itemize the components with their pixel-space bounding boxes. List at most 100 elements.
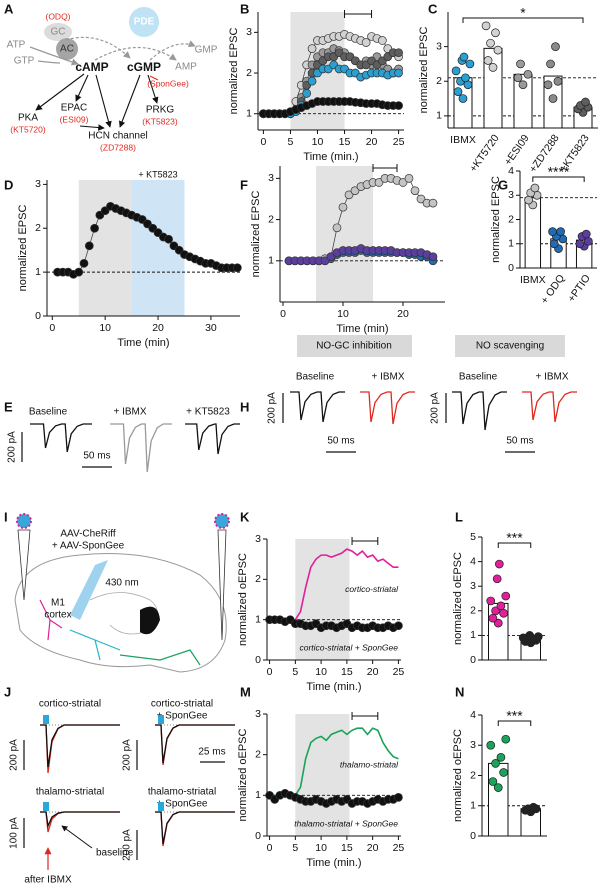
panel-letter: L bbox=[455, 509, 463, 524]
data-point bbox=[492, 574, 502, 584]
data-point bbox=[361, 38, 371, 47]
y-tick-label: 3 bbox=[508, 189, 514, 201]
data-point bbox=[307, 44, 317, 53]
data-point bbox=[548, 227, 557, 236]
data-point bbox=[374, 178, 384, 187]
data-point bbox=[581, 97, 590, 107]
x-tick-label: 10 bbox=[315, 842, 327, 854]
scale-label: 200 pA bbox=[9, 739, 20, 771]
inhibitor-label: (SponGee) bbox=[147, 78, 189, 88]
condition-title: NO scavenging bbox=[476, 341, 544, 352]
x-axis-label: Time (min.) bbox=[303, 151, 358, 163]
arrow bbox=[147, 74, 159, 104]
y-tick-label: 1 bbox=[436, 110, 442, 122]
x-tick-label: 30 bbox=[205, 322, 217, 334]
y-tick-label: 3 bbox=[246, 26, 252, 38]
traces-e: Baseline + IBMX + KT5823 200 pA 50 ms bbox=[7, 407, 240, 473]
data-point bbox=[533, 632, 543, 641]
y-tick-label: 3 bbox=[35, 178, 41, 190]
significance-bracket bbox=[532, 176, 585, 182]
panel-letter: M bbox=[240, 684, 251, 699]
x-tick-label: 15 bbox=[339, 136, 351, 148]
trace bbox=[40, 811, 120, 829]
signaling-diagram: (ODQ) GC PDE ATP GTP AC cAMP cGMP GMP AM… bbox=[7, 7, 218, 152]
arrow bbox=[118, 74, 141, 128]
panel-letter: B bbox=[240, 1, 249, 16]
x-tick-label: 25 bbox=[393, 666, 405, 678]
data-point bbox=[394, 48, 403, 58]
inhibitor-label: (ODQ) bbox=[45, 11, 70, 21]
stimulus-shading bbox=[295, 539, 350, 660]
data-point bbox=[546, 59, 555, 69]
y-axis-label: normalized oEPSC bbox=[452, 552, 464, 645]
y-tick-label: 4 bbox=[508, 165, 514, 177]
condition-label: + IBMX bbox=[113, 407, 146, 418]
inhibit bbox=[149, 75, 159, 81]
data-point bbox=[428, 252, 438, 262]
light-label: 430 nm bbox=[105, 578, 138, 589]
inhibitor-label: (ZD7288) bbox=[100, 142, 136, 152]
scale-label: 200 pA bbox=[430, 392, 441, 424]
data-point bbox=[523, 69, 533, 79]
data-point bbox=[481, 21, 491, 31]
condition-label: Baseline bbox=[296, 372, 335, 383]
data-point bbox=[326, 252, 336, 262]
y-tick-label: 0 bbox=[508, 262, 514, 274]
gc-shape bbox=[44, 23, 72, 41]
x-tick-label: IBMX bbox=[520, 274, 546, 286]
neuron bbox=[39, 599, 63, 641]
data-point bbox=[459, 52, 469, 62]
x-tick-label: 0 bbox=[267, 842, 273, 854]
x-tick-label: 0 bbox=[49, 322, 55, 334]
analysis-bracket bbox=[372, 164, 398, 172]
data-point bbox=[494, 559, 504, 569]
data-point bbox=[551, 42, 560, 51]
data-point bbox=[488, 777, 498, 786]
y-axis-label: normalized EPSC bbox=[418, 27, 430, 114]
y-axis-label: normalized EPSC bbox=[490, 176, 502, 263]
data-point bbox=[394, 101, 403, 110]
x-tick-label: 10 bbox=[99, 322, 111, 334]
scale-label: 200 pA bbox=[122, 829, 133, 861]
significance-bracket bbox=[497, 720, 532, 726]
data-point bbox=[428, 198, 438, 208]
virus-label: AAV-CheRiff bbox=[60, 529, 115, 540]
molecule-label: ATP bbox=[7, 40, 26, 51]
arrow bbox=[37, 60, 61, 64]
significance-label: * bbox=[520, 5, 526, 21]
trace bbox=[155, 811, 235, 845]
x-tick-label: +ESI09 bbox=[502, 132, 532, 167]
data-point bbox=[491, 759, 500, 768]
data-point bbox=[488, 613, 498, 623]
data-point bbox=[451, 66, 461, 76]
scale-label: 200 pA bbox=[267, 392, 278, 424]
trace bbox=[40, 724, 120, 768]
pathway-label: thalamo-striatal bbox=[148, 787, 216, 798]
y-tick-label: 2 bbox=[255, 573, 261, 585]
inhibitor-label: (KT5823) bbox=[142, 116, 178, 126]
bar bbox=[524, 197, 542, 269]
x-tick-label: 10 bbox=[312, 136, 324, 148]
traces-h: NO-GC inhibition NO scavenging Baseline … bbox=[267, 335, 577, 453]
scale-label: 50 ms bbox=[327, 436, 354, 447]
y-tick-label: 0 bbox=[255, 654, 261, 666]
arrow bbox=[94, 46, 177, 61]
data-point bbox=[344, 190, 354, 200]
virus-icon bbox=[16, 513, 32, 529]
significance-label: *** bbox=[506, 530, 523, 546]
scale-label: 25 ms bbox=[198, 747, 225, 758]
data-point bbox=[530, 183, 540, 193]
pathway-label: + SponGee bbox=[157, 711, 208, 722]
x-axis-label: Time (min) bbox=[117, 337, 169, 349]
y-tick-label: 1 bbox=[255, 789, 261, 801]
x-axis-label: Time (min.) bbox=[306, 681, 361, 693]
data-point bbox=[543, 80, 553, 90]
panel-letter: C bbox=[428, 1, 438, 16]
trace bbox=[155, 724, 235, 764]
y-axis-label: normalized oEPSC bbox=[237, 728, 249, 821]
arrow bbox=[29, 46, 79, 66]
y-tick-label: 2 bbox=[470, 769, 476, 781]
trace bbox=[110, 423, 172, 473]
data-point bbox=[164, 234, 173, 244]
y-tick-label: 1 bbox=[508, 238, 514, 250]
